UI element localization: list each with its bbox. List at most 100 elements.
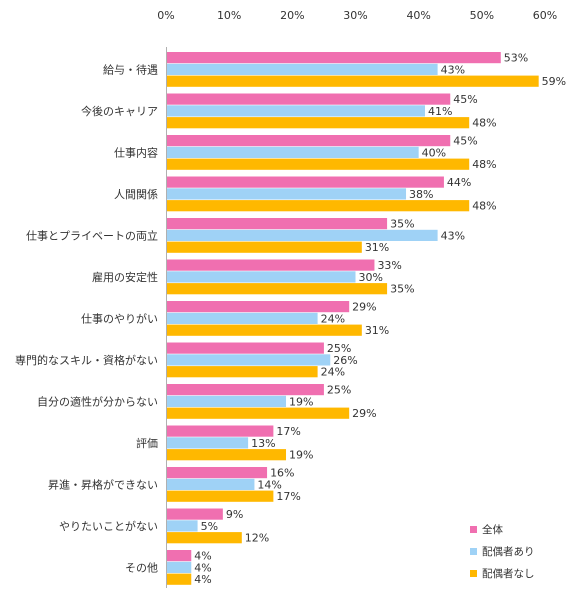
bar [167,561,192,573]
data-label: 45% [453,135,477,148]
bar [167,407,350,419]
category-label: 仕事内容 [114,146,158,160]
bar [167,573,192,585]
bar [167,241,362,253]
bar [167,437,249,449]
bar [167,146,419,158]
category-label: 給与・待遇 [103,63,158,77]
data-label: 25% [327,342,351,355]
legend-label: 全体 [482,523,503,536]
data-label: 53% [504,52,528,65]
data-label: 40% [422,146,446,159]
data-label: 35% [390,218,414,231]
data-label: 30% [359,271,383,284]
bar [167,490,274,502]
data-label: 4% [194,561,211,574]
bar [167,354,331,366]
data-label: 19% [289,395,313,408]
data-label: 13% [251,437,275,450]
category-label: 人間関係 [114,188,158,201]
data-label: 29% [352,301,376,314]
data-label: 31% [365,241,389,254]
legend-label: 配偶者なし [482,567,535,580]
legend-swatch [470,570,477,577]
bar [167,301,350,313]
data-label: 24% [321,312,345,325]
category-label: 仕事のやりがい [81,312,158,326]
bar [167,550,192,562]
data-label: 48% [472,158,496,171]
bar [167,467,268,479]
bar [167,312,318,324]
data-label: 43% [441,63,465,76]
bar [167,229,438,241]
bar [167,384,324,396]
data-label: 38% [409,188,433,201]
bar [167,508,223,520]
data-label: 24% [321,366,345,379]
bar [167,478,255,490]
bar [167,532,242,544]
data-label: 59% [542,75,566,88]
data-label: 45% [453,93,477,106]
data-label: 9% [226,508,243,521]
x-tick-label: 60% [533,9,557,22]
data-label: 19% [289,449,313,462]
bar [167,324,362,336]
bar [167,75,539,87]
category-label: 今後のキャリア [81,104,158,118]
data-label: 14% [257,478,281,491]
bar [167,259,375,271]
bar [167,63,438,75]
bar [167,117,470,129]
bar [167,105,425,117]
category-label: 専門的なスキル・資格がない [15,353,158,367]
x-tick-label: 0% [157,9,174,22]
x-tick-label: 50% [470,9,494,22]
data-label: 31% [365,324,389,337]
bar [167,176,444,188]
data-label: 26% [333,354,357,367]
bar [167,520,198,532]
bar [167,395,287,407]
data-label: 43% [441,229,465,242]
bar [167,135,451,147]
bar [167,93,451,105]
data-label: 5% [201,520,218,533]
bar [167,188,407,200]
data-label: 4% [194,550,211,563]
category-label: やりたいことがない [59,519,158,533]
bar [167,366,318,378]
data-label: 25% [327,384,351,397]
category-label: 仕事とプライベートの両立 [26,229,158,243]
data-label: 16% [270,467,294,480]
category-label: 雇用の安定性 [92,270,158,284]
data-label: 44% [447,176,471,189]
bar [167,200,470,212]
category-label: 評価 [136,436,158,450]
data-label: 29% [352,407,376,420]
data-label: 48% [472,117,496,130]
x-tick-label: 40% [406,9,430,22]
data-label: 35% [390,283,414,296]
data-label: 41% [428,105,452,118]
x-tick-label: 10% [217,9,241,22]
legend-swatch [470,548,477,555]
category-label: 自分の適性が分からない [37,395,158,409]
data-label: 12% [245,532,269,545]
bar [167,283,388,295]
data-label: 17% [276,490,300,503]
legend-swatch [470,526,477,533]
category-label: その他 [125,562,158,575]
data-label: 17% [276,425,300,438]
bar [167,158,470,170]
bar [167,218,388,230]
x-tick-label: 20% [280,9,304,22]
bar [167,52,501,64]
x-tick-label: 30% [343,9,367,22]
category-label: 昇進・昇格ができない [48,478,158,492]
data-label: 48% [472,200,496,213]
data-label: 33% [377,259,401,272]
